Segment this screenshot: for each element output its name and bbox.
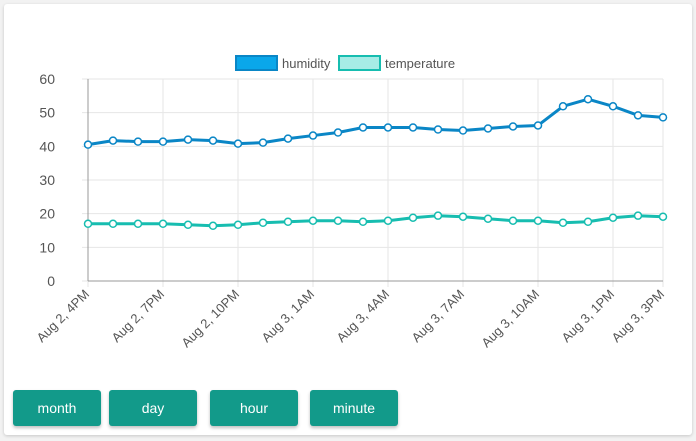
humidity-point [408, 123, 418, 132]
temperature-series-line [88, 214, 664, 228]
temperature-point [583, 217, 593, 226]
temperature-point [408, 213, 418, 222]
chart-card: 0 10 20 30 40 50 60 Aug 2, 4PM Aug 2, 7PM Aug 2, … [4, 4, 692, 435]
humidity-point [358, 123, 368, 132]
x-tick-label: Aug 3, 4AM [333, 287, 392, 346]
temperature-point [433, 211, 443, 220]
temperature-point [333, 216, 343, 225]
x-tick-label: Aug 2, 10PM [178, 287, 242, 351]
temperature-point [458, 212, 468, 221]
y-tick-label: 60 [39, 71, 55, 87]
humidity-series-line [87, 97, 664, 147]
minute-button[interactable]: minute [310, 390, 398, 426]
humidity-point [133, 137, 143, 146]
temperature-point [608, 213, 618, 222]
humidity-point [308, 131, 318, 140]
month-button[interactable]: month [13, 390, 101, 426]
y-tick-label: 10 [39, 239, 55, 255]
x-tick-label: Aug 3, 10AM [478, 287, 542, 351]
temperature-point [233, 220, 243, 230]
temperature-point [533, 216, 543, 225]
temperature-point [208, 221, 218, 231]
temperature-point [633, 211, 643, 220]
legend-label-temperature: temperature [385, 56, 455, 71]
humidity-point [83, 140, 93, 149]
temperature-point [283, 217, 293, 226]
humidity-point [658, 113, 668, 122]
humidity-point [483, 124, 493, 133]
temperature-point [108, 219, 118, 229]
temperature-point [383, 216, 393, 225]
temperature-point [508, 216, 518, 225]
hour-button[interactable]: hour [210, 390, 298, 426]
humidity-point [383, 123, 393, 132]
y-tick-label: 40 [39, 138, 55, 154]
x-tick-label: Aug 2, 4PM [33, 287, 92, 346]
y-tick-label: 0 [47, 273, 55, 289]
humidity-point [233, 139, 243, 148]
humidity-point [583, 94, 593, 104]
legend-label-humidity: humidity [282, 56, 331, 71]
humidity-point [183, 135, 193, 144]
x-tick-label: Aug 2, 7PM [108, 287, 167, 346]
humidity-point [208, 136, 218, 145]
x-tick-label: Aug 3, 7AM [408, 287, 467, 346]
temperature-point [558, 218, 568, 228]
temperature-point [83, 219, 93, 229]
humidity-point [258, 138, 268, 147]
line-chart: 0 10 20 30 40 50 60 Aug 2, 4PM Aug 2, 7PM Aug 2, … [33, 55, 668, 351]
humidity-point [433, 125, 443, 134]
humidity-point [508, 122, 518, 131]
y-tick-label: 50 [39, 105, 55, 121]
humidity-point [283, 134, 293, 143]
legend-swatch-temperature [338, 55, 381, 71]
humidity-point [108, 136, 118, 145]
x-tick-label: Aug 3, 1AM [258, 287, 317, 346]
temperature-point [358, 217, 368, 226]
humidity-point [608, 102, 618, 111]
temperature-point [258, 218, 268, 228]
temperature-point [133, 219, 143, 229]
humidity-point [533, 121, 543, 130]
humidity-point [158, 137, 168, 146]
temperature-point [658, 212, 668, 221]
temperature-point [183, 220, 193, 230]
x-tick-label: Aug 3, 3PM [608, 287, 667, 346]
temperature-point [158, 219, 168, 229]
temperature-point [483, 214, 493, 223]
y-tick-label: 30 [39, 172, 55, 188]
day-button[interactable]: day [109, 390, 197, 426]
x-tick-label: Aug 3, 1PM [558, 287, 617, 346]
y-tick-label: 20 [39, 206, 55, 222]
humidity-point [333, 128, 343, 137]
humidity-point [458, 126, 468, 135]
legend-swatch-humidity [235, 55, 278, 71]
humidity-point [633, 111, 643, 120]
humidity-point [558, 102, 568, 111]
temperature-point [308, 216, 318, 225]
